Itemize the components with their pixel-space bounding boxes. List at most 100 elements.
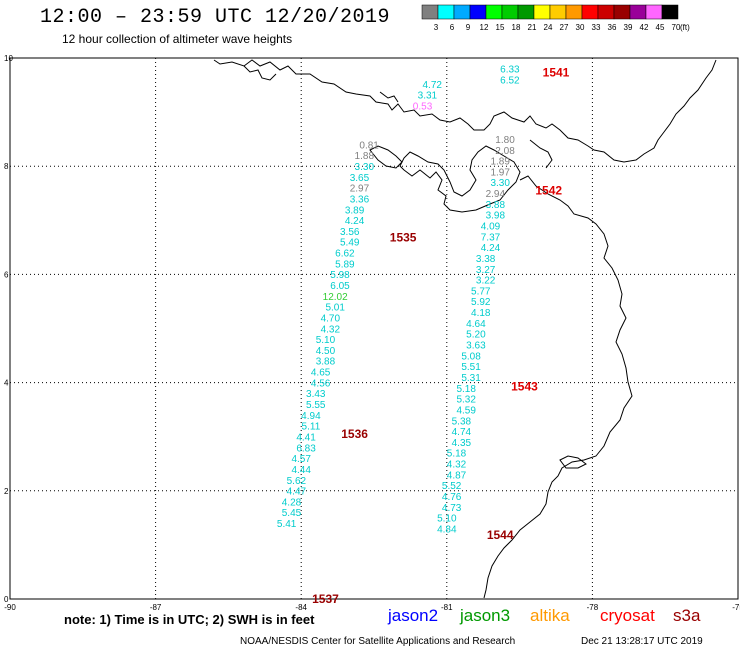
wave-height-points: 0.811.883.303.652.973.363.894.243.565.49… [277,65,520,536]
pass-number-label: 1542 [535,184,562,198]
generation-timestamp: Dec 21 13:28:17 UTC 2019 [581,636,703,647]
wave-height-value: 4.24 [345,216,365,227]
y-tick-label: 0 [4,595,9,604]
colorbar-label: 45 [656,23,665,32]
x-tick-label: -84 [295,603,307,612]
wave-height-value: 7.37 [481,232,501,243]
wave-height-value: 4.84 [437,524,457,535]
wave-height-value: 5.45 [282,508,302,519]
colorbar-label: 33 [592,23,601,32]
wave-height-value: 3.65 [350,173,370,184]
wave-height-value: 5.18 [447,449,467,460]
wave-height-value: 5.01 [325,303,345,314]
wave-height-value: 5.52 [442,481,462,492]
pass-labels: 1535 1536 1537 1541 1542 1543 1544 [312,66,570,606]
pass-number-label: 1544 [487,528,514,542]
x-tick-label: -81 [441,603,453,612]
chart-subtitle: 12 hour collection of altimeter wave hei… [62,32,293,46]
coastline [213,59,717,599]
wave-height-value: 6.62 [335,249,355,260]
colorbar-swatch [645,4,663,20]
colorbar-swatch [453,4,471,20]
wave-height-value: 4.32 [321,324,341,335]
colorbar: 3 6 9 12 15 18 21 24 27 30 33 36 39 42 45 70 (ft) [421,4,690,32]
wave-height-value: 4.18 [471,308,491,319]
wave-height-value: 3.38 [476,254,496,265]
colorbar-unit: (ft) [680,23,690,32]
wave-height-value: 6.83 [296,443,316,454]
colorbar-label: 24 [544,23,553,32]
y-tick-label: 10 [4,54,13,63]
wave-height-value: 4.44 [291,465,311,476]
wave-height-value: 3.88 [316,357,336,368]
wave-height-value: 5.32 [456,395,476,406]
wave-height-value: 5.62 [287,476,307,487]
wave-height-value: 5.49 [340,238,360,249]
wave-height-value: 12.02 [323,292,348,303]
colorbar-label: 12 [480,23,489,32]
y-tick-label: 4 [4,379,9,388]
wave-height-value: 1.89 [490,157,510,168]
colorbar-label: 70 [672,23,681,32]
wave-height-value: 5.18 [456,384,476,395]
footer-note: note: 1) Time is in UTC; 2) SWH is in fe… [64,612,315,627]
wave-height-value: 5.41 [277,519,297,530]
wave-height-value: 5.92 [471,297,491,308]
wave-height-value: 1.97 [490,167,510,178]
wave-height-value: 3.89 [345,205,365,216]
wave-height-value: 5.31 [461,373,481,384]
wave-height-value: 3.31 [418,91,438,102]
wave-height-value: 4.70 [321,313,341,324]
wave-height-value: 0.53 [413,101,433,112]
wave-height-value: 3.56 [340,227,360,238]
colorbar-swatch [661,4,679,20]
wave-height-value: 4.56 [311,378,331,389]
colorbar-swatch [549,4,567,20]
colorbar-label: 36 [608,23,617,32]
colorbar-swatch [469,4,487,20]
colorbar-swatch [485,4,503,20]
wave-height-value: 4.94 [301,411,321,422]
legend-cryosat: cryosat [600,606,655,625]
wave-height-value: 4.57 [291,454,311,465]
wave-height-value: 4.87 [447,470,467,481]
wave-height-value: 2.97 [350,184,370,195]
wave-height-value: 3.22 [476,276,496,287]
credit-text: NOAA/NESDIS Center for Satellite Applica… [240,636,516,647]
wave-height-value: 5.08 [461,351,481,362]
wave-height-value: 5.51 [461,362,481,373]
wave-height-value: 3.88 [486,200,506,211]
colorbar-swatch [437,4,455,20]
wave-height-value: 4.47 [287,487,307,498]
colorbar-swatch [533,4,551,20]
colorbar-swatch [565,4,583,20]
wave-height-value: 3.30 [355,162,375,173]
wave-height-value: 4.74 [452,427,472,438]
wave-height-value: 2.08 [495,146,515,157]
colorbar-swatch [517,4,535,20]
colorbar-label: 42 [640,23,649,32]
wave-height-value: 5.20 [466,330,486,341]
wave-height-value: 4.72 [423,80,443,91]
wave-height-value: 4.59 [456,405,476,416]
wave-height-value: 4.09 [481,221,501,232]
plot-frame [9,57,739,600]
x-tick-label: -90 [4,603,16,612]
pass-number-label: 1543 [511,379,538,393]
wave-height-value: 4.32 [447,460,467,471]
wave-height-value: 1.88 [355,151,375,162]
wave-height-value: 6.05 [330,281,350,292]
wave-height-value: 4.35 [452,438,472,449]
grid-lines [10,58,738,599]
wave-height-value: 3.63 [466,341,486,352]
wave-height-value: 5.38 [452,416,472,427]
colorbar-swatch [581,4,599,20]
wave-height-value: 6.52 [500,75,520,86]
wave-height-value: 6.33 [500,65,520,76]
wave-height-value: 5.11 [302,422,321,433]
wave-height-value: 3.27 [476,265,496,276]
pass-number-label: 1536 [341,427,368,441]
wave-height-value: 5.77 [471,286,491,297]
pass-number-label: 1537 [312,592,339,606]
